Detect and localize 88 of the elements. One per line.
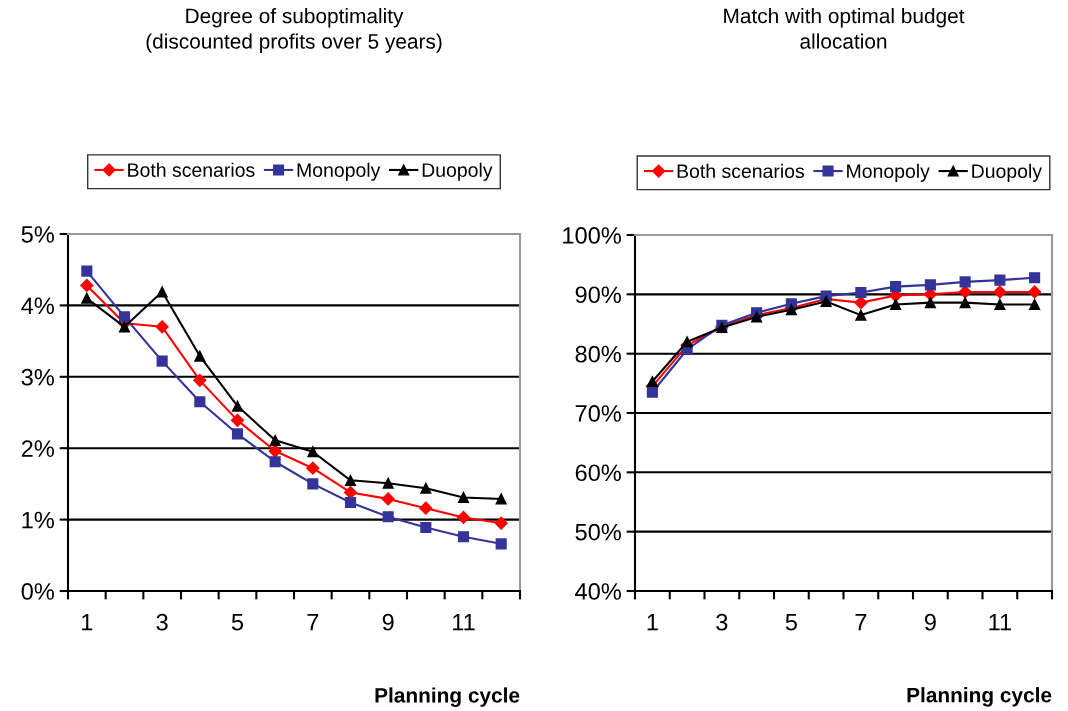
point	[193, 373, 207, 387]
point	[382, 511, 394, 523]
point	[344, 474, 357, 486]
point	[890, 281, 902, 293]
x-tick-label: 11	[453, 614, 475, 631]
point	[494, 516, 508, 530]
y-tick-label: 2%	[21, 440, 54, 457]
point	[194, 396, 206, 408]
point	[307, 478, 319, 490]
point	[306, 461, 320, 475]
point	[230, 413, 245, 427]
point	[118, 311, 131, 323]
y-tick-label: 70%	[575, 405, 621, 422]
point	[231, 428, 244, 440]
y-tick-label: 4%	[21, 297, 54, 315]
point	[381, 492, 395, 506]
point	[81, 265, 93, 277]
point	[419, 501, 433, 515]
point	[268, 444, 282, 458]
point	[155, 320, 169, 334]
point	[855, 286, 867, 299]
point	[854, 296, 868, 310]
point	[81, 292, 93, 304]
legend-label: Monopoly	[297, 162, 381, 181]
x-tick-label: 7	[855, 614, 867, 631]
point	[457, 491, 470, 504]
legend-label: Both scenarios	[128, 162, 255, 177]
x-tick-label: 5	[231, 614, 244, 631]
x-tick-label: 5	[785, 614, 797, 631]
point	[80, 278, 94, 292]
y-tick-label: 100%	[563, 227, 621, 244]
chart-title: Match with optimal budget allocation	[724, 8, 965, 49]
x-tick-label: 1	[82, 614, 93, 631]
legend-label: Both scenarios	[677, 163, 805, 179]
point	[994, 274, 1006, 286]
point	[269, 434, 281, 446]
point	[993, 285, 1007, 299]
point	[855, 309, 867, 321]
point	[118, 321, 131, 333]
legend-label: Monopoly	[847, 163, 930, 182]
x-tick-label: 3	[716, 613, 728, 631]
y-tick-label: 0%	[21, 583, 54, 600]
point	[1029, 298, 1041, 310]
point	[382, 477, 394, 489]
point	[681, 336, 693, 348]
y-tick-label: 5%	[21, 226, 54, 243]
x-axis-title: Planning cycle	[375, 687, 520, 707]
point	[495, 493, 507, 505]
x-tick-label: 9	[924, 613, 936, 631]
y-tick-label: 80%	[575, 345, 621, 363]
point	[646, 375, 658, 388]
x-axis-title: Planning cycle	[907, 687, 1052, 707]
x-tick-label: 11	[989, 614, 1011, 631]
point	[646, 386, 658, 398]
point	[156, 355, 168, 367]
point	[269, 456, 281, 468]
point	[959, 276, 971, 288]
point	[194, 350, 206, 362]
point	[959, 297, 971, 309]
point	[994, 298, 1006, 310]
point	[457, 531, 470, 543]
y-tick-label: 60%	[575, 464, 621, 482]
y-tick-label: 3%	[21, 368, 54, 386]
point	[958, 285, 972, 299]
point	[420, 482, 432, 494]
legend-label: Duopoly	[422, 162, 493, 181]
y-tick-label: 50%	[575, 523, 621, 541]
x-tick-label: 3	[156, 613, 168, 631]
x-tick-label: 7	[307, 614, 319, 631]
x-tick-label: 1	[647, 614, 658, 631]
point	[420, 521, 432, 534]
chart-title: Degree of suboptimality (discounted profits over 5 years)	[146, 8, 442, 53]
point	[456, 510, 471, 525]
point	[890, 298, 902, 310]
point	[344, 496, 357, 509]
point	[231, 400, 244, 412]
point	[156, 286, 168, 298]
y-tick-label: 90%	[575, 286, 621, 304]
point	[495, 538, 507, 550]
y-tick-label: 1%	[22, 511, 54, 529]
x-tick-label: 9	[382, 613, 394, 631]
point	[307, 446, 319, 458]
legend-label: Duopoly	[972, 163, 1042, 182]
point	[924, 297, 936, 309]
y-tick-label: 40%	[575, 583, 621, 600]
point	[1028, 285, 1042, 299]
point	[1029, 272, 1041, 284]
point	[924, 279, 936, 291]
